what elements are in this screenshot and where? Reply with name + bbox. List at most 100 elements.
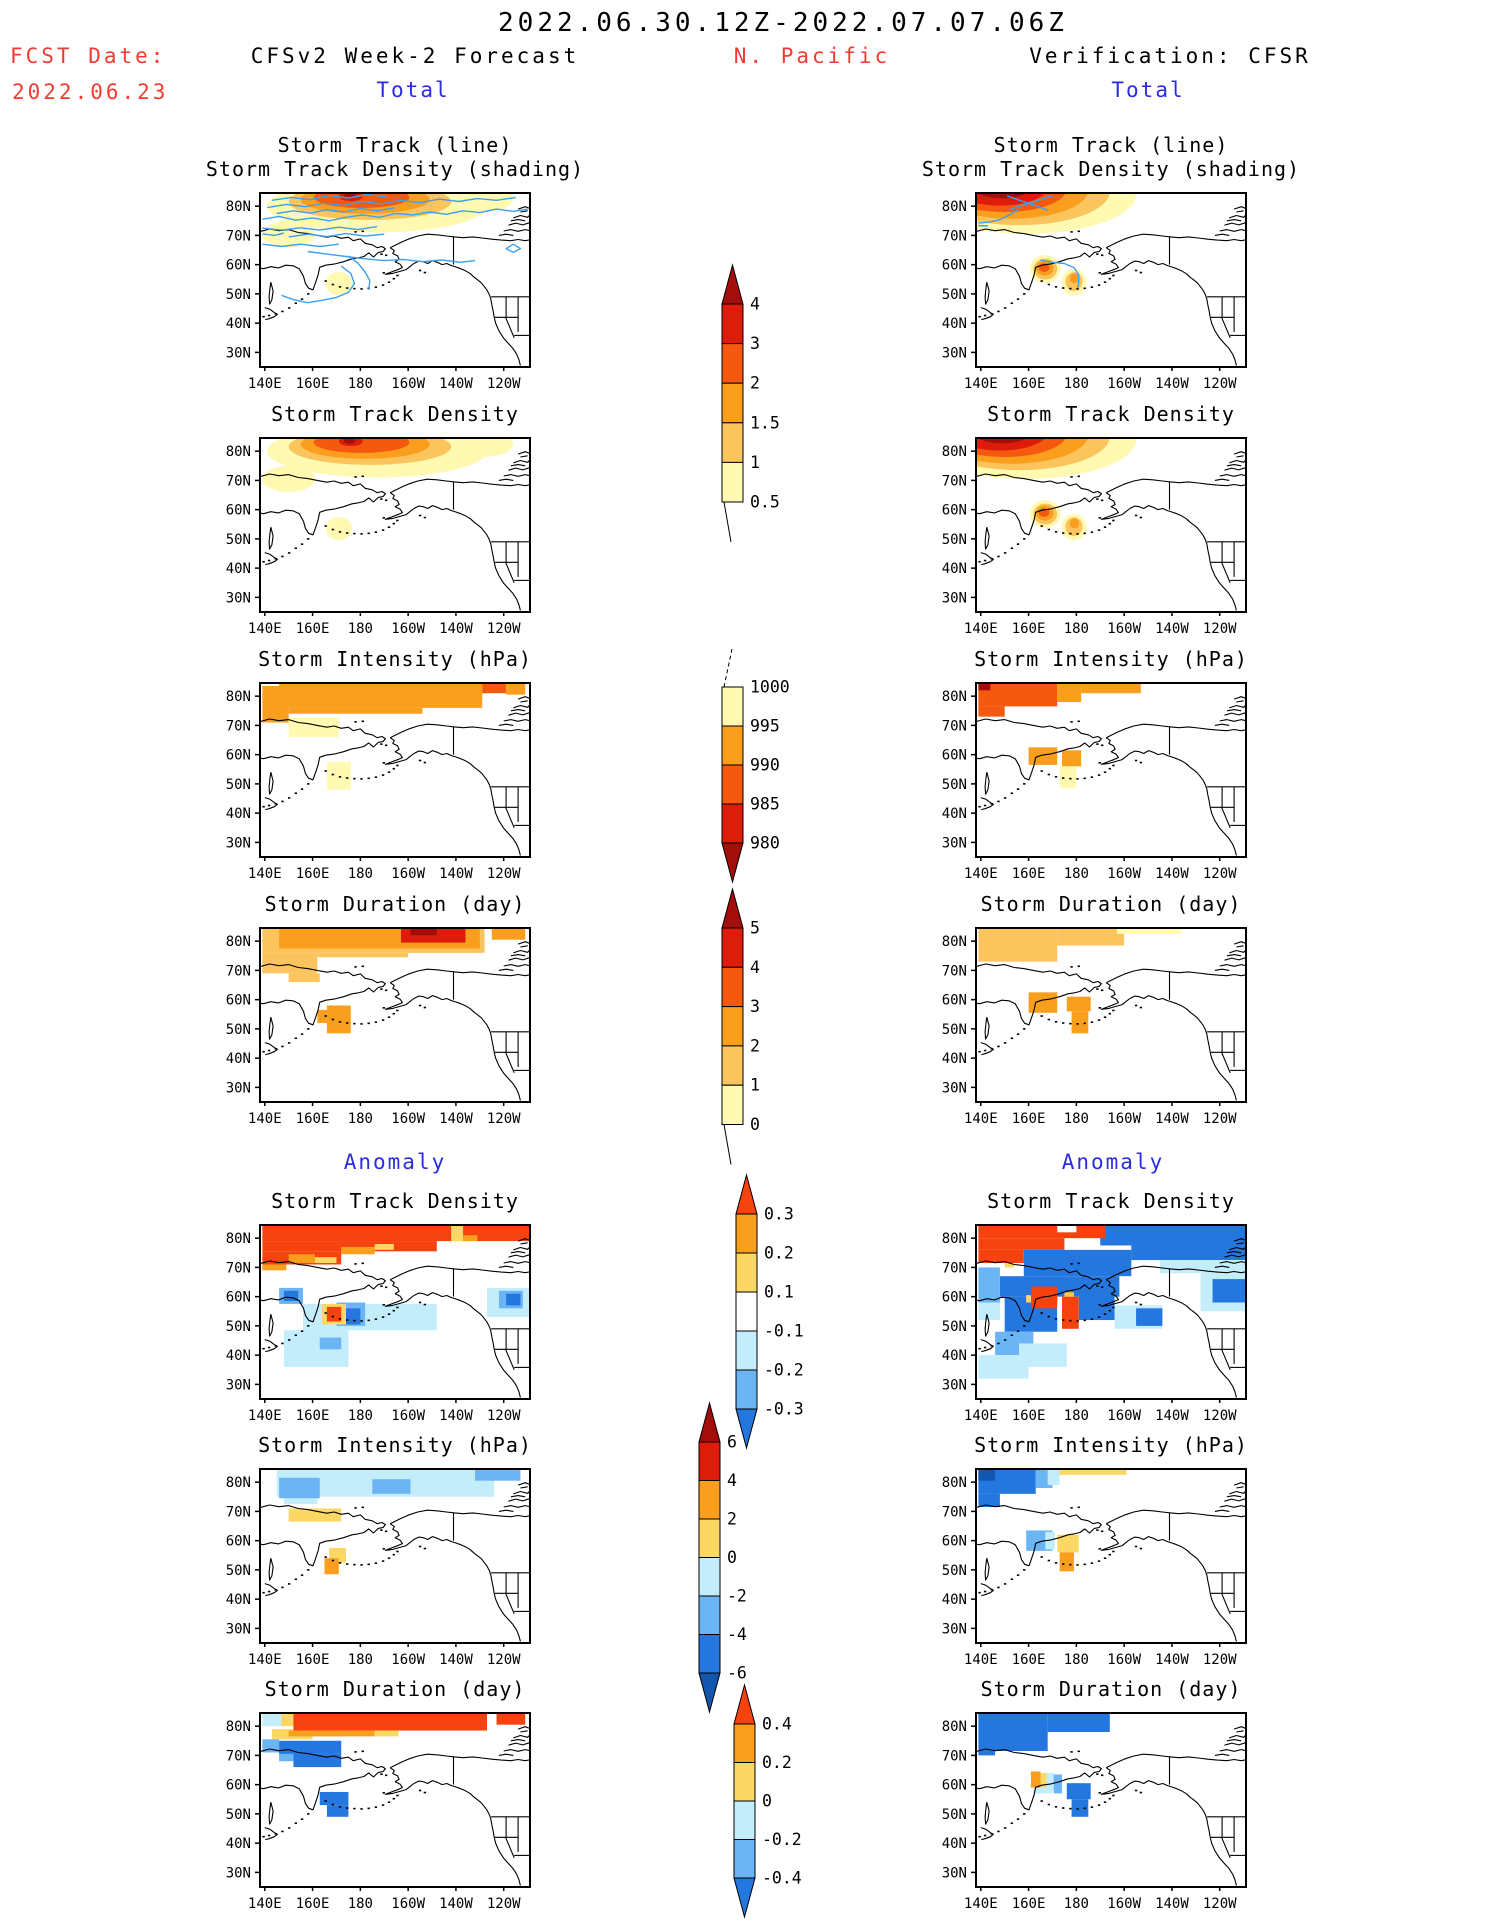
lon-tick-label: 160W (391, 866, 425, 882)
model-label: CFSv2 Week-2 Forecast (250, 44, 580, 68)
colorbar-label: -4 (727, 1625, 747, 1644)
lon-tick-label: 160W (1107, 1111, 1141, 1127)
colorbar-label: -0.4 (762, 1869, 802, 1888)
colorbar-label: 980 (750, 834, 780, 853)
panel-title-vr-duration-anomaly: Storm Duration (day) (980, 1677, 1242, 1701)
lon-tick-label: 180 (348, 1408, 373, 1424)
lat-tick-label: 80N (226, 444, 251, 460)
lon-tick-label: 160W (391, 1652, 425, 1668)
lat-tick-label: 50N (942, 532, 967, 548)
lat-tick-label: 50N (942, 1022, 967, 1038)
lat-tick-label: 30N (942, 1377, 967, 1393)
lon-tick-label: 180 (1064, 1896, 1089, 1912)
lon-tick-label: 140E (964, 1652, 998, 1668)
map-panel-fc-density: 80N 70N 60N 50N 40N 30N 140E 160E 180 160W 140W 120… (226, 437, 531, 637)
lon-tick-label: 160W (391, 621, 425, 637)
lat-tick-label: 50N (942, 1563, 967, 1579)
lon-tick-label: 160W (1107, 1896, 1141, 1912)
section-total-left: Total (376, 78, 450, 102)
lat-tick-label: 80N (942, 1475, 967, 1491)
lat-tick-label: 30N (942, 1865, 967, 1881)
lat-tick-label: 40N (226, 1348, 251, 1364)
lat-tick-label: 30N (226, 835, 251, 851)
lon-tick-label: 140W (439, 866, 473, 882)
lon-tick-label: 160E (1012, 1408, 1046, 1424)
region-label: N. Pacific (733, 44, 891, 68)
lon-tick-label: 160E (296, 1408, 330, 1424)
lat-tick-label: 40N (226, 1051, 251, 1067)
colorbar-density-total: 4 3 2 1.5 1 0.5 (721, 263, 780, 543)
colorbar-label: 1 (750, 453, 760, 472)
lat-tick-label: 70N (942, 1260, 967, 1276)
lon-tick-label: 120W (487, 866, 521, 882)
lat-tick-label: 80N (226, 934, 251, 950)
colorbar-label: 990 (750, 756, 780, 775)
panel-title-vr-density-anomaly: Storm Track Density (987, 1189, 1235, 1213)
colorbar-label: 0.2 (762, 1753, 792, 1772)
panel-title-vr-track-line2: Storm Track Density (shading) (921, 157, 1301, 181)
lat-tick-label: 80N (942, 444, 967, 460)
colorbar-label: 6 (727, 1433, 737, 1452)
panel-title-vr-density: Storm Track Density (987, 402, 1235, 426)
map-panel-fc-density-anomaly: 80N 70N 60N 50N 40N 30N 140E 160E 180 160W 140W 120… (226, 1224, 531, 1424)
lon-tick-label: 140E (964, 621, 998, 637)
lon-tick-label: 140E (248, 1896, 282, 1912)
lat-tick-label: 60N (226, 1778, 251, 1794)
colorbar-intensity-total: 1000 995 990 985 980 (721, 648, 790, 884)
lat-tick-label: 80N (942, 689, 967, 705)
lon-tick-label: 180 (348, 866, 373, 882)
lat-tick-label: 40N (942, 561, 967, 577)
lon-tick-label: 180 (1064, 1408, 1089, 1424)
lon-tick-label: 140W (1155, 1652, 1189, 1668)
panel-title-vr-intensity: Storm Intensity (hPa) (974, 647, 1248, 671)
fcst-date-label: FCST Date: (10, 44, 167, 68)
lon-tick-label: 160E (1012, 866, 1046, 882)
lat-tick-label: 50N (226, 1022, 251, 1038)
lon-tick-label: 120W (1203, 1111, 1237, 1127)
lon-tick-label: 120W (487, 1111, 521, 1127)
lon-tick-label: 180 (348, 1111, 373, 1127)
panel-title-fc-track-line1: Storm Track (line) (277, 133, 513, 157)
lat-tick-label: 30N (226, 590, 251, 606)
panel-title-fc-intensity-anomaly: Storm Intensity (hPa) (258, 1433, 532, 1457)
lat-tick-label: 40N (942, 1592, 967, 1608)
lat-tick-label: 50N (226, 1807, 251, 1823)
colorbar-label: -6 (727, 1664, 747, 1683)
lat-tick-label: 30N (942, 345, 967, 361)
colorbar-label: 1000 (750, 678, 790, 697)
lon-tick-label: 160W (391, 1111, 425, 1127)
lat-tick-label: 80N (942, 934, 967, 950)
lon-tick-label: 120W (1203, 866, 1237, 882)
lon-tick-label: 140W (439, 1896, 473, 1912)
lat-tick-label: 50N (226, 1563, 251, 1579)
map-panel-vr-duration-anomaly: 80N 70N 60N 50N 40N 30N 140E 160E 180 160W 140W 120… (942, 1712, 1247, 1912)
lat-tick-label: 30N (942, 1080, 967, 1096)
colorbar-label: 2 (750, 1036, 760, 1055)
lat-tick-label: 70N (942, 963, 967, 979)
section-anomaly-right: Anomaly (1061, 1150, 1165, 1174)
colorbar-label: 0.1 (764, 1283, 794, 1302)
lon-tick-label: 160E (296, 621, 330, 637)
lat-tick-label: 30N (226, 1377, 251, 1393)
lat-tick-label: 60N (226, 993, 251, 1009)
lat-tick-label: 30N (226, 1080, 251, 1096)
lat-tick-label: 30N (942, 590, 967, 606)
panel-title-vr-intensity-anomaly: Storm Intensity (hPa) (974, 1433, 1248, 1457)
lat-tick-label: 50N (942, 1807, 967, 1823)
lon-tick-label: 180 (1064, 376, 1089, 392)
lat-tick-label: 70N (226, 473, 251, 489)
lon-tick-label: 160W (1107, 1408, 1141, 1424)
colorbar-label: 2 (727, 1510, 737, 1529)
lon-tick-label: 180 (348, 1896, 373, 1912)
colorbar-label: 5 (750, 919, 760, 938)
lon-tick-label: 160W (391, 1408, 425, 1424)
lat-tick-label: 30N (226, 1621, 251, 1637)
lat-tick-label: 50N (942, 1319, 967, 1335)
lat-tick-label: 70N (226, 718, 251, 734)
lat-tick-label: 60N (942, 993, 967, 1009)
lon-tick-label: 140W (439, 1111, 473, 1127)
panel-title-vr-duration: Storm Duration (day) (980, 892, 1242, 916)
lon-tick-label: 160E (1012, 1111, 1046, 1127)
colorbar-label: 0 (727, 1548, 737, 1567)
